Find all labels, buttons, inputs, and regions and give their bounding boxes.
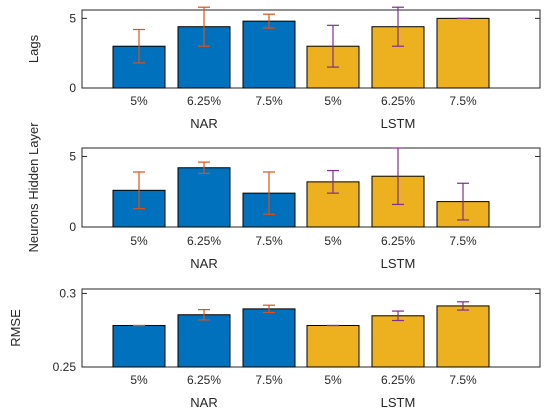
bar-4 [306,324,360,368]
x-tick-label: 6.25% [187,94,221,108]
chart-panel-3: 0.25 0.3 5% 6.25% 7.5% 5% 6.25% 7.5% NAR LSTM RMSE [8,286,541,410]
error-bar-2 [198,161,210,174]
x-tick-label: 6.25% [381,234,415,248]
error-bar-2 [198,6,210,47]
bar-3 [242,20,296,89]
x-tick-label: 7.5% [449,94,477,108]
y-tick-label: 0.3 [59,286,76,300]
y-axis-label: RMSE [8,309,23,347]
bar-3 [242,308,296,368]
error-bar-1 [133,28,145,64]
y-axis-label: Neurons Hidden Layer [26,122,41,253]
group-label-lstm: LSTM [381,395,416,410]
x-tick-label: 5% [130,94,148,108]
chart-panel-1: 0 5 5% 6.25% 7.5% 5% 6.25% 7.5% NAR LSTM Lags [26,6,541,131]
y-tick-label: 5 [69,11,76,25]
x-tick-label: 6.25% [187,373,221,387]
y-tick-label: 5 [69,149,76,163]
x-tick-label: 7.5% [255,94,283,108]
error-bar-2 [198,309,210,321]
x-tick-label: 6.25% [187,234,221,248]
error-bar-4 [327,169,339,194]
x-tick-label: 6.25% [381,373,415,387]
error-bar-6 [457,182,469,221]
error-bar-3 [263,304,275,314]
bar-1 [112,324,166,368]
group-label-lstm: LSTM [381,116,416,131]
x-tick-label: 5% [324,94,342,108]
bar-6 [436,305,490,368]
group-label-lstm: LSTM [381,256,416,271]
x-tick-label: 7.5% [449,373,477,387]
group-label-nar: NAR [190,395,217,410]
bar-2 [177,167,231,228]
group-label-nar: NAR [190,116,217,131]
x-tick-label: 7.5% [449,234,477,248]
error-bar-3 [263,171,275,215]
group-label-nar: NAR [190,256,217,271]
y-tick-label: 0 [69,81,76,95]
y-tick-label: 0 [69,220,76,234]
bar-6 [436,17,490,89]
error-bar-3 [263,13,275,29]
x-tick-label: 5% [324,234,342,248]
error-bar-4 [327,24,339,68]
error-bar-5 [392,147,404,206]
x-tick-label: 6.25% [381,94,415,108]
x-tick-label: 5% [324,373,342,387]
error-bar-5 [392,6,404,47]
x-tick-label: 5% [130,373,148,387]
x-tick-label: 5% [130,234,148,248]
x-tick-label: 7.5% [255,373,283,387]
y-axis-label: Lags [26,34,41,63]
x-tick-label: 7.5% [255,234,283,248]
y-tick-label: 0.25 [53,360,77,374]
chart-panel-2: 0 5 5% 6.25% 7.5% 5% 6.25% 7.5% NAR LSTM Neurons H… [26,122,541,271]
error-bar-6 [457,301,469,311]
error-bar-5 [392,310,404,322]
error-bar-1 [133,171,145,210]
bar-2 [177,314,231,368]
bar-5 [371,315,425,368]
